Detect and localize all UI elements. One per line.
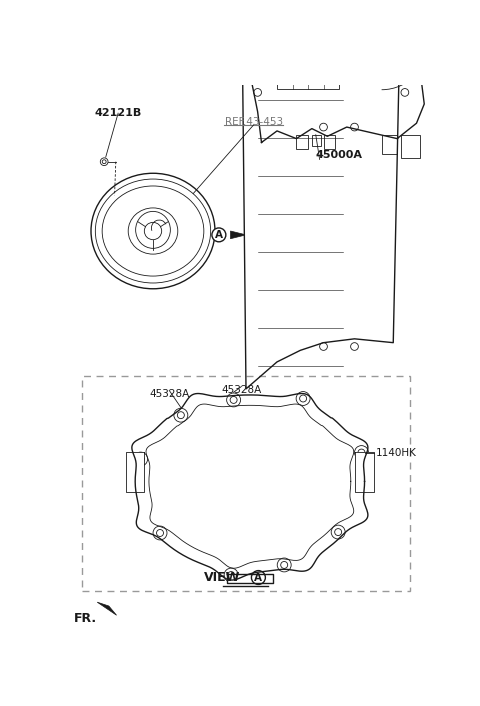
Polygon shape xyxy=(227,574,273,583)
Circle shape xyxy=(254,88,262,96)
Text: FR.: FR. xyxy=(74,612,97,626)
Bar xyxy=(277,19,339,88)
Circle shape xyxy=(358,449,365,456)
Bar xyxy=(382,135,397,154)
Text: 1140HK: 1140HK xyxy=(375,448,416,457)
Circle shape xyxy=(230,397,237,403)
Ellipse shape xyxy=(136,211,170,249)
Circle shape xyxy=(228,572,235,578)
Text: 45000A: 45000A xyxy=(316,150,363,160)
Circle shape xyxy=(401,8,409,16)
Circle shape xyxy=(296,392,310,405)
Circle shape xyxy=(227,393,240,407)
Text: 45328A: 45328A xyxy=(149,389,189,399)
Circle shape xyxy=(178,412,184,419)
Circle shape xyxy=(350,124,359,131)
Polygon shape xyxy=(132,393,368,580)
Circle shape xyxy=(156,530,164,537)
Circle shape xyxy=(281,561,288,568)
Text: 45328A: 45328A xyxy=(221,385,262,395)
Polygon shape xyxy=(230,231,246,239)
Circle shape xyxy=(350,342,359,350)
Bar xyxy=(324,135,335,149)
Circle shape xyxy=(133,452,148,466)
Circle shape xyxy=(153,526,167,540)
Ellipse shape xyxy=(144,222,162,239)
Circle shape xyxy=(212,228,226,241)
Circle shape xyxy=(102,160,106,164)
Circle shape xyxy=(100,158,108,166)
Polygon shape xyxy=(355,453,374,492)
Circle shape xyxy=(252,570,265,585)
Bar xyxy=(401,135,420,158)
Bar xyxy=(312,135,321,146)
Polygon shape xyxy=(97,602,117,615)
Text: REF.43-453: REF.43-453 xyxy=(225,117,283,127)
Bar xyxy=(82,376,410,592)
Circle shape xyxy=(320,342,327,350)
Text: VIEW: VIEW xyxy=(204,571,240,584)
Circle shape xyxy=(355,445,369,460)
Text: A: A xyxy=(215,230,223,240)
Circle shape xyxy=(300,395,307,402)
Circle shape xyxy=(401,88,409,96)
Text: 42121B: 42121B xyxy=(95,108,142,118)
Polygon shape xyxy=(126,453,144,492)
Circle shape xyxy=(174,408,188,422)
Circle shape xyxy=(137,455,144,462)
Circle shape xyxy=(320,124,327,131)
Polygon shape xyxy=(242,0,428,389)
Circle shape xyxy=(254,54,262,61)
Bar xyxy=(296,135,308,149)
Circle shape xyxy=(331,525,345,539)
Circle shape xyxy=(224,568,238,582)
Circle shape xyxy=(277,558,291,572)
Circle shape xyxy=(401,54,409,61)
Circle shape xyxy=(254,16,262,23)
Ellipse shape xyxy=(128,208,178,254)
Circle shape xyxy=(335,529,342,536)
Text: A: A xyxy=(254,573,263,582)
